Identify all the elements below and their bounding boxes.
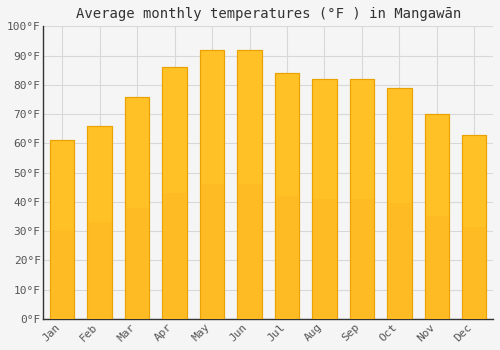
Title: Average monthly temperatures (°F ) in Mangawān: Average monthly temperatures (°F ) in Ma… [76,7,461,21]
Bar [238,50,262,319]
Bar [200,50,224,319]
Bar [275,73,299,319]
Bar [350,199,374,319]
Bar [462,134,486,319]
Bar [162,193,187,319]
Bar [275,196,299,319]
Bar [88,222,112,319]
Bar [200,184,224,319]
Bar [50,140,74,319]
Bar [125,97,150,319]
Bar [200,50,224,319]
Bar [387,203,411,319]
Bar [50,230,74,319]
Bar [350,79,374,319]
Bar [462,134,486,319]
Bar [125,208,150,319]
Bar [162,67,187,319]
Bar [275,73,299,319]
Bar [88,126,112,319]
Bar [424,216,449,319]
Bar [312,79,336,319]
Bar [424,114,449,319]
Bar [462,227,486,319]
Bar [162,67,187,319]
Bar [312,79,336,319]
Bar [50,140,74,319]
Bar [88,126,112,319]
Bar [387,88,411,319]
Bar [125,97,150,319]
Bar [387,88,411,319]
Bar [238,184,262,319]
Bar [350,79,374,319]
Bar [312,199,336,319]
Bar [424,114,449,319]
Bar [238,50,262,319]
